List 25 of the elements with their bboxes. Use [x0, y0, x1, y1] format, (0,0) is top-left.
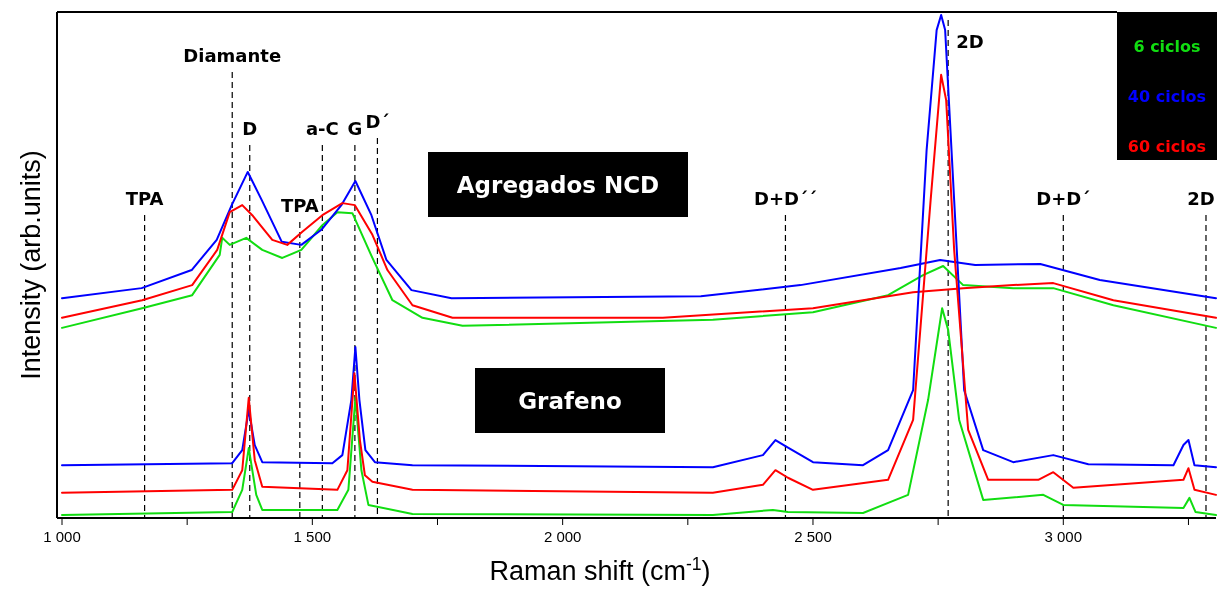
annotation: Agregados NCD [456, 171, 660, 198]
x-tick-label: 1 500 [293, 528, 332, 545]
ref-line-label: 2D [956, 31, 984, 52]
text: 6 ciclos [1133, 37, 1201, 56]
x-axis-title: Raman shift (cm$^{-1}$) [489, 554, 711, 586]
caption-box: Grafeno [475, 368, 665, 433]
ref-line-label: Diamante [183, 45, 282, 66]
ref-line-label: D+D´´ [753, 188, 817, 209]
ref-line-label: D+D´ [1036, 188, 1091, 209]
ref-line-label: D´ [365, 111, 390, 132]
text: 60 ciclos [1127, 137, 1207, 156]
text: 40 ciclos [1127, 87, 1207, 106]
ref-line-label: D [242, 118, 258, 139]
ref-line-label: TPA [280, 195, 319, 216]
ref-line-label: G [347, 118, 363, 139]
ref-line-label: 2D [1187, 188, 1215, 209]
ref-line-label: TPA [125, 188, 164, 209]
x-tick-label: 2 000 [543, 528, 582, 545]
caption-box: Agregados NCD [428, 152, 688, 217]
annotation: Grafeno [518, 387, 622, 414]
x-tick-label: 3 000 [1044, 528, 1083, 545]
y-axis-title: Intensity (arb.units) [16, 150, 46, 380]
x-tick-label: 2 500 [794, 528, 832, 545]
ref-line-label: a-C [305, 118, 339, 139]
x-tick-label: 1 000 [43, 528, 81, 545]
